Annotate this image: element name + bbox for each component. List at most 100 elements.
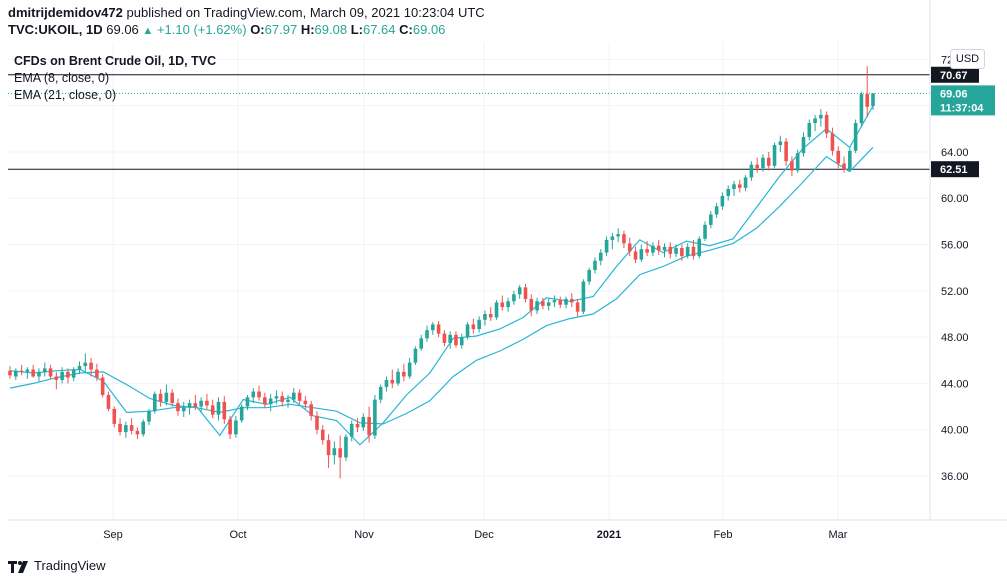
candle [726, 185, 730, 201]
candle-body [755, 164, 759, 169]
candle [535, 297, 539, 314]
candle-body [141, 421, 146, 435]
candle [153, 391, 157, 414]
candle-body [500, 302, 505, 308]
candle-body [378, 386, 383, 400]
candle [772, 142, 777, 169]
candle-body [158, 393, 163, 402]
candle [639, 244, 644, 262]
x-tick-label: Dec [474, 529, 494, 541]
candle [494, 300, 499, 320]
candle-body [691, 246, 696, 257]
candle [720, 192, 725, 210]
last-price: 69.06 [106, 22, 139, 37]
ema-21-line [9, 146, 874, 425]
candle-body [390, 379, 395, 384]
candle-body [31, 369, 35, 377]
candle [541, 297, 545, 310]
candle [581, 279, 586, 314]
candle [761, 154, 765, 172]
candle [42, 362, 47, 377]
author-name[interactable]: dmitrijdemidov472 [8, 5, 123, 20]
candle [13, 368, 18, 380]
candle-body [552, 300, 557, 303]
chart-legend: CFDs on Brent Crude Oil, 1D, TVC EMA (8,… [14, 53, 216, 104]
candle-body [66, 371, 70, 378]
candle-body [234, 420, 238, 435]
candle-body [332, 448, 337, 456]
candle-body [124, 425, 128, 433]
candle-body [19, 370, 24, 372]
y-tick-label: 36.00 [941, 471, 969, 483]
candle [871, 93, 875, 110]
candle-body [494, 302, 499, 318]
candle-body [790, 161, 794, 171]
candle-body [570, 298, 574, 303]
candle-body [743, 177, 748, 188]
candle-body [413, 348, 418, 363]
hline-price-tag [931, 161, 979, 178]
candle [610, 232, 615, 250]
candle-body [459, 337, 464, 346]
candle-body [286, 399, 290, 402]
candle-body [274, 396, 279, 399]
candle [483, 310, 487, 326]
candle-body [199, 400, 203, 407]
candle [442, 330, 447, 347]
candle [71, 367, 76, 382]
y-tick-label: 40.00 [941, 425, 969, 437]
candle [199, 397, 203, 413]
x-tick-label: Sep [103, 529, 123, 541]
candle-body [604, 239, 609, 253]
candle-body [535, 301, 539, 311]
candle [865, 66, 870, 118]
candle-body [48, 368, 53, 377]
candle [471, 318, 476, 334]
candle-body [135, 430, 140, 435]
currency-button[interactable]: USD [950, 49, 985, 69]
candle [813, 114, 817, 132]
candle-body [680, 248, 684, 257]
candle-body [268, 398, 273, 405]
candle [737, 179, 742, 193]
candle [280, 391, 285, 407]
candle-body [54, 376, 59, 380]
low-value: 67.64 [362, 22, 396, 37]
candle [587, 267, 591, 286]
candle [680, 244, 684, 261]
candle [488, 307, 493, 321]
candle-body [517, 287, 522, 295]
legend-ema-21[interactable]: EMA (21, close, 0) [14, 88, 117, 102]
open-label: O: [250, 22, 265, 37]
candle-body [77, 366, 82, 370]
candle-body [865, 94, 870, 107]
candle-body [720, 195, 725, 207]
candle-body [419, 338, 424, 349]
candle-body [129, 425, 134, 431]
candle-body [593, 260, 597, 271]
candle-body [772, 145, 777, 166]
candle-body [407, 362, 412, 377]
candle [836, 146, 841, 169]
candle-body [245, 397, 250, 407]
candle [274, 390, 279, 405]
candle [263, 392, 267, 408]
candle [8, 366, 12, 379]
legend-ema-8[interactable]: EMA (8, close, 0) [14, 71, 110, 85]
last-price-label: 69.06 [940, 88, 968, 100]
candle-body [749, 164, 754, 178]
candle [575, 298, 580, 317]
candle-body [216, 401, 221, 415]
candle-body [396, 371, 400, 384]
candle [668, 242, 673, 259]
candle [344, 434, 348, 461]
candle [564, 296, 568, 309]
footer-brand[interactable]: TradingView [8, 558, 106, 573]
candle [83, 353, 88, 372]
candle [320, 425, 325, 445]
candle [402, 363, 406, 382]
candle-body [778, 141, 783, 146]
low-label: L: [350, 22, 363, 37]
candle-body [512, 294, 516, 302]
